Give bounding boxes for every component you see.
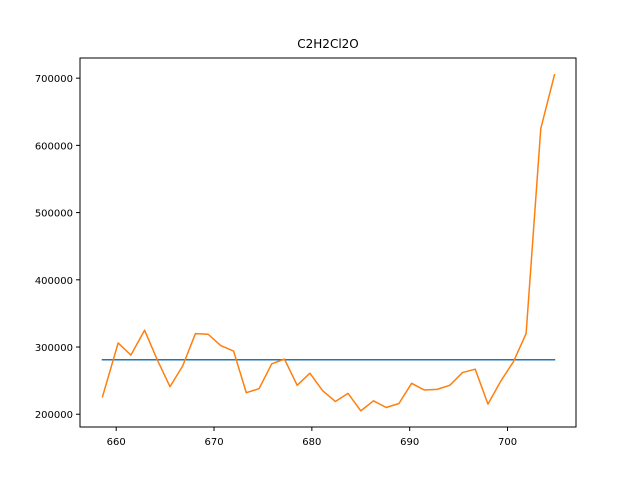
series-line-2 <box>101 73 556 412</box>
y-tick-label: 300000 <box>35 343 73 354</box>
y-tick-label: 700000 <box>35 74 73 85</box>
y-tick-label: 200000 <box>35 410 73 421</box>
plot-frame <box>79 57 577 428</box>
y-tick-label: 500000 <box>35 209 73 220</box>
x-tick-label: 690 <box>400 437 419 448</box>
axis-layer: 660 670 680 690 700 200000 300000 400000 500000 6… <box>35 74 517 448</box>
x-tick-label: 670 <box>204 437 223 448</box>
x-tick-label: 700 <box>498 437 517 448</box>
y-tick-label: 600000 <box>35 141 73 152</box>
x-tick-label: 680 <box>302 437 321 448</box>
chart-title: C2H2Cl2O <box>297 37 358 51</box>
series-layer <box>101 73 556 412</box>
y-tick-label: 400000 <box>35 276 73 287</box>
x-tick-label: 660 <box>107 437 126 448</box>
